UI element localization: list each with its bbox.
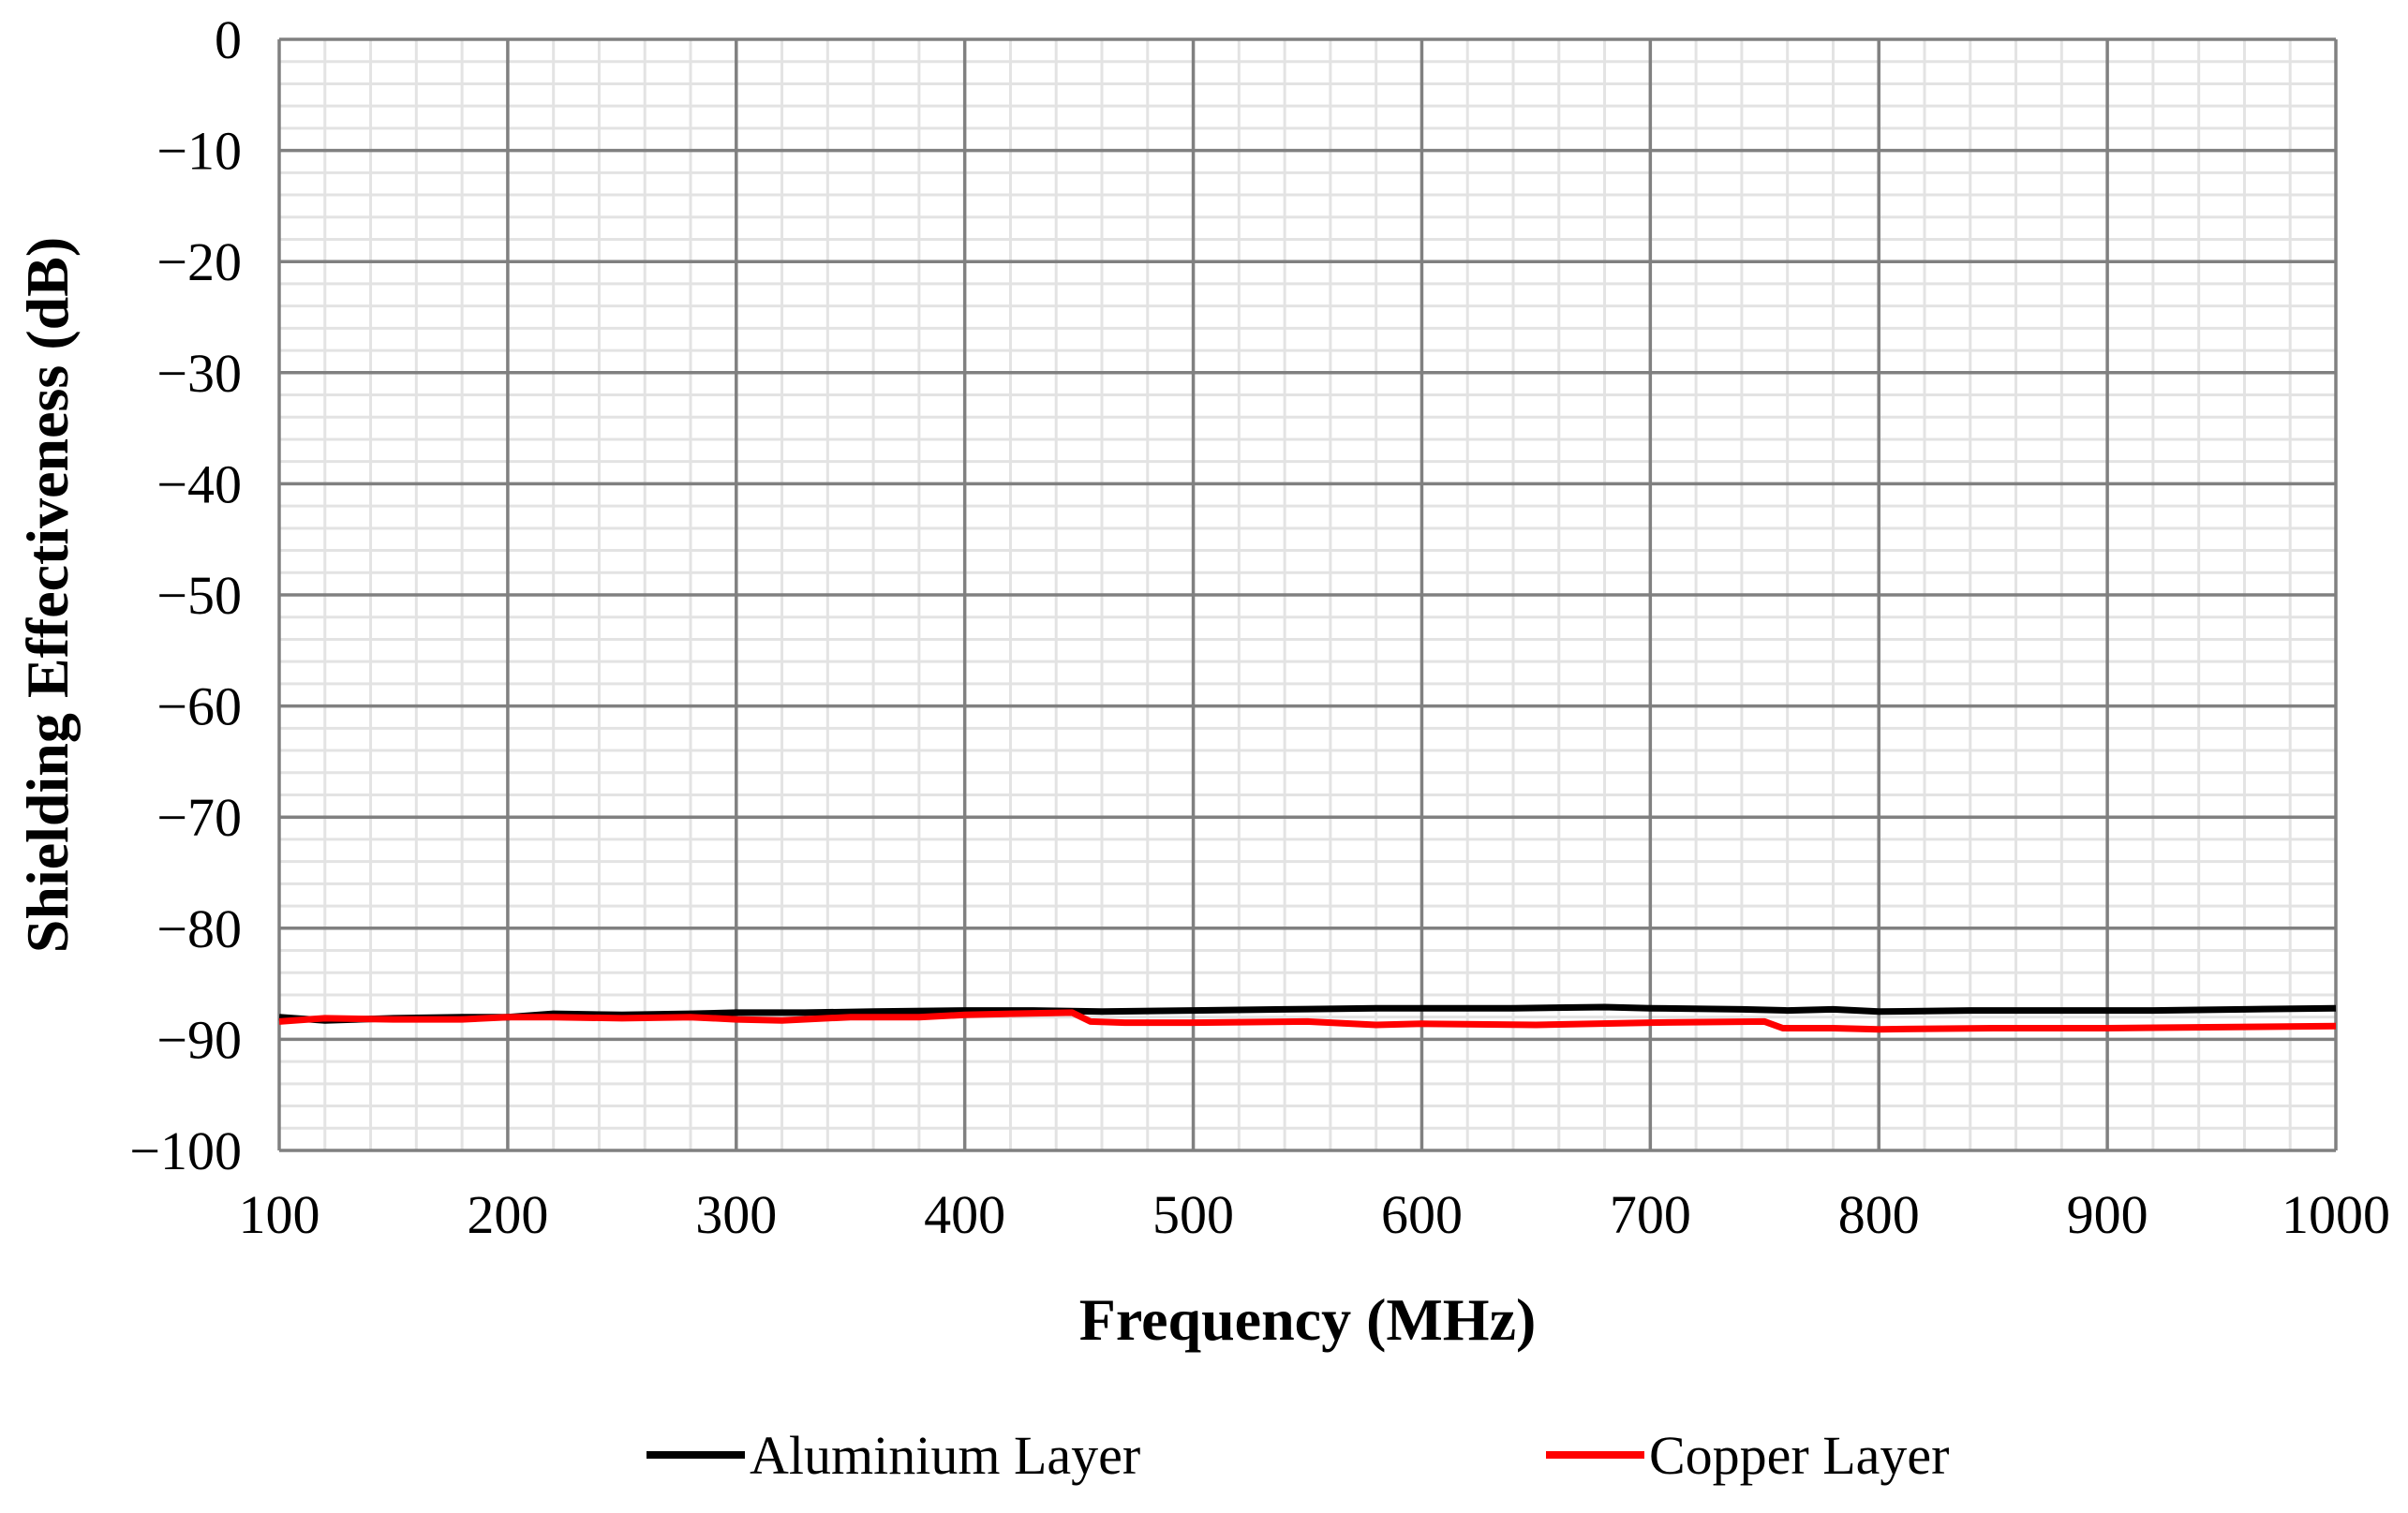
series-lines bbox=[278, 1003, 2337, 1033]
y-tick-label: −100 bbox=[129, 1120, 242, 1181]
y-tick-label: −70 bbox=[156, 787, 242, 848]
y-tick-label: 0 bbox=[215, 9, 242, 70]
x-axis-title: Frequency (MHz) bbox=[1079, 1286, 1537, 1353]
y-tick-label: −30 bbox=[156, 343, 242, 404]
legend-label-1: Aluminium Layer bbox=[750, 1425, 1140, 1486]
y-tick-label: −50 bbox=[156, 565, 242, 626]
major-gridlines bbox=[277, 37, 2338, 1152]
x-tick-label: 1000 bbox=[2282, 1184, 2390, 1245]
legend-label-2: Copper Layer bbox=[1649, 1425, 1949, 1486]
y-tick-label: −60 bbox=[156, 676, 242, 737]
x-tick-label: 800 bbox=[1838, 1184, 1920, 1245]
x-tick-label: 600 bbox=[1381, 1184, 1463, 1245]
x-tick-label: 400 bbox=[924, 1184, 1005, 1245]
x-tick-label: 300 bbox=[695, 1184, 777, 1245]
y-tick-label: −10 bbox=[156, 121, 242, 182]
x-axis-tick-labels: 100 200 300 400 500 600 700 800 900 1000 bbox=[239, 1184, 2391, 1245]
x-tick-label: 100 bbox=[239, 1184, 320, 1245]
legend: Aluminium Layer Copper Layer bbox=[647, 1425, 1949, 1486]
x-tick-label: 200 bbox=[467, 1184, 548, 1245]
x-tick-label: 500 bbox=[1152, 1184, 1234, 1245]
series-line-2 bbox=[278, 1009, 2337, 1033]
x-tick-label: 900 bbox=[2067, 1184, 2148, 1245]
y-tick-label: −20 bbox=[156, 231, 242, 292]
y-tick-label: −40 bbox=[156, 453, 242, 514]
x-tick-label: 700 bbox=[1610, 1184, 1691, 1245]
y-axis-tick-labels: 0 −10 −20 −30 −40 −50 −60 −70 −80 −90 −100 bbox=[129, 9, 242, 1181]
y-tick-label: −90 bbox=[156, 1009, 242, 1070]
y-axis-title: Shielding Effectiveness (dB) bbox=[14, 237, 81, 953]
y-tick-label: −80 bbox=[156, 898, 242, 959]
